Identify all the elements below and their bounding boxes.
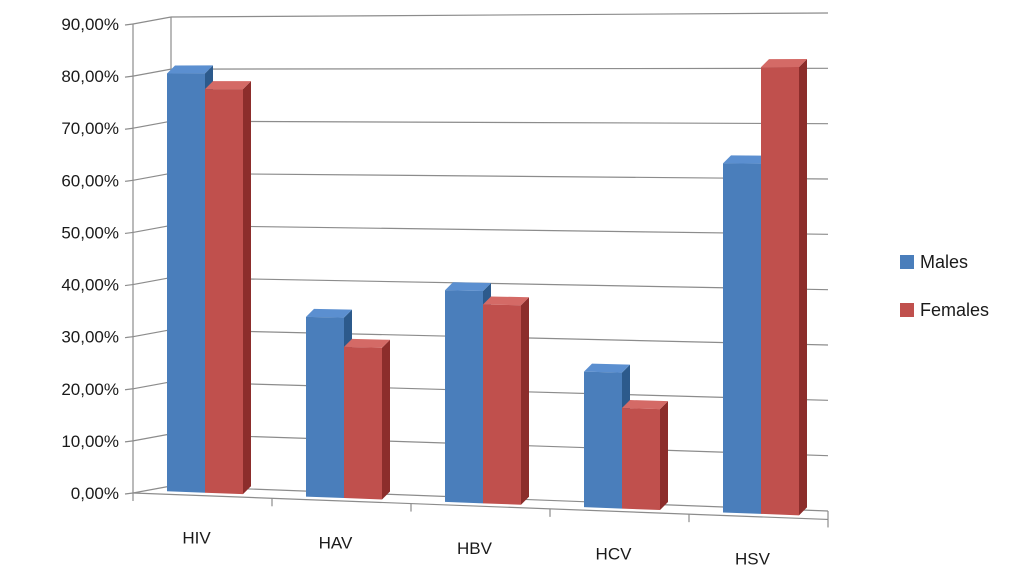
y-tick [124, 492, 134, 495]
side-wall-gridline [132, 16, 172, 25]
category-labels: HIV HAV HBV HCV HSV [182, 528, 770, 568]
x-tick-label: HSV [735, 550, 771, 569]
bar-top-face [723, 155, 769, 164]
bar-females-hcv [622, 400, 668, 511]
side-wall-gridline [132, 172, 172, 181]
bar-top-face [306, 308, 352, 318]
y-tick-label: 30,00% [61, 328, 119, 347]
y-tick-label: 70,00% [61, 119, 119, 138]
y-tick [124, 336, 134, 339]
bar-front-face [622, 408, 660, 511]
side-wall-gridline [132, 224, 172, 234]
y-tick [124, 75, 134, 78]
bar-front-face [306, 316, 344, 499]
y-tick [124, 179, 134, 182]
y-tick-label: 40,00% [61, 276, 119, 295]
bar-females-hiv [205, 81, 251, 495]
bar-side-face [660, 401, 668, 511]
side-wall-gridline [132, 329, 172, 338]
legend-swatch [900, 255, 914, 269]
bar-side-face [799, 59, 807, 516]
bar-females-hsv [761, 59, 807, 516]
side-wall-gridline [132, 120, 172, 129]
y-tick-label: 50,00% [61, 223, 119, 242]
x-axis [132, 492, 829, 521]
gridline [170, 224, 829, 235]
bar-top-face [445, 282, 491, 292]
bar-front-face [445, 290, 483, 504]
bar-females-hbv [483, 296, 529, 505]
gridline [170, 67, 829, 70]
bar-top-face [344, 338, 390, 348]
bar-top-face [167, 65, 213, 74]
y-tick-label: 90,00% [61, 15, 119, 34]
y-tick-label: 0,00% [71, 484, 119, 503]
side-wall-gridline [132, 276, 172, 286]
bar-front-face [723, 163, 761, 514]
legend-label: Males [920, 252, 968, 272]
side-wall-gridline [132, 381, 172, 390]
gridline [170, 12, 829, 18]
bars-group [167, 59, 807, 516]
bar-front-face [344, 346, 382, 500]
legend: Males Females [900, 252, 989, 320]
y-tick-label: 80,00% [61, 67, 119, 86]
bar-side-face [243, 81, 251, 495]
bar-front-face [205, 89, 243, 495]
side-wall-gridline [132, 433, 172, 442]
bar-front-face [761, 67, 799, 516]
bar-side-face [382, 339, 390, 500]
x-tick-label: HAV [319, 534, 353, 553]
bar-side-face [521, 297, 529, 505]
side-wall-gridline [132, 485, 172, 494]
bar-top-face [483, 296, 529, 306]
y-tick [124, 440, 134, 443]
y-tick-label: 10,00% [61, 432, 119, 451]
gridline [170, 172, 829, 180]
y-tick [124, 231, 134, 235]
bar-front-face [584, 371, 622, 509]
bar-top-face [622, 400, 668, 410]
y-tick [124, 388, 134, 391]
legend-swatch [900, 303, 914, 317]
bar-front-face [167, 73, 205, 493]
x-tick-label: HBV [457, 539, 493, 558]
legend-label: Females [920, 300, 989, 320]
bar-top-face [584, 363, 630, 373]
side-wall-gridline [132, 68, 172, 77]
y-tick-label: 20,00% [61, 380, 119, 399]
y-tick-label: 60,00% [61, 171, 119, 190]
bar-top-face [205, 81, 251, 90]
bar-front-face [483, 304, 521, 505]
y-tick [124, 23, 134, 26]
gridline [170, 120, 829, 125]
x-tick-label: HCV [596, 544, 633, 563]
y-tick [124, 283, 134, 287]
bar-females-hav [344, 338, 390, 500]
bar-top-face [761, 59, 807, 68]
x-tick-label: HIV [182, 528, 211, 547]
gridline [170, 276, 829, 291]
y-tick [124, 127, 134, 130]
